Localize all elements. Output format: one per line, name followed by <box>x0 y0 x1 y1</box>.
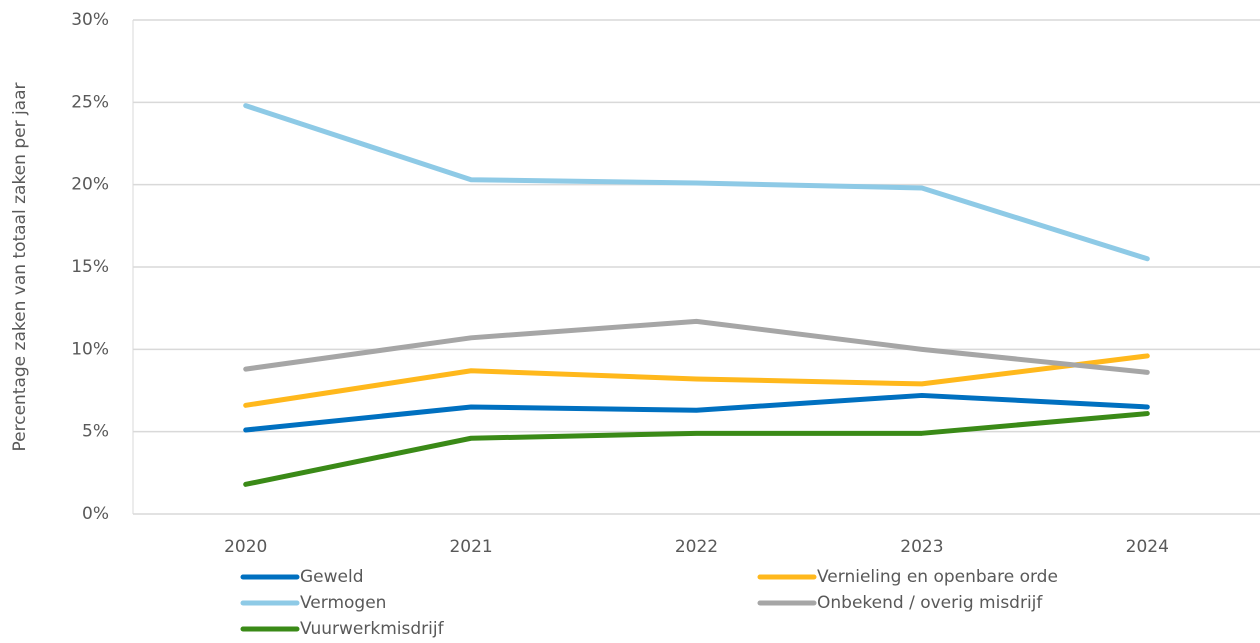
legend-label: Onbekend / overig misdrijf <box>817 593 1043 613</box>
y-axis-label: Percentage zaken van totaal zaken per ja… <box>10 82 30 451</box>
x-tick-label: 2023 <box>900 537 943 557</box>
x-tick-label: 2024 <box>1126 537 1169 557</box>
series-line <box>243 392 1150 433</box>
y-tick-label: 20% <box>71 175 109 195</box>
legend-label: Vuurwerkmisdrijf <box>300 619 445 639</box>
y-tick-label: 25% <box>71 92 109 112</box>
y-tick-label: 15% <box>71 257 109 277</box>
x-tick-label: 2022 <box>675 537 718 557</box>
series-line <box>243 411 1150 487</box>
x-tick-label: 2021 <box>449 537 492 557</box>
legend-label: Geweld <box>300 567 364 587</box>
y-tick-label: 30% <box>71 10 109 30</box>
x-tick-label: 2020 <box>224 537 267 557</box>
series-line <box>243 318 1150 375</box>
legend-label: Vermogen <box>300 593 386 613</box>
y-tick-label: 5% <box>82 422 109 442</box>
series-line <box>243 353 1150 408</box>
legend-label: Vernieling en openbare orde <box>817 567 1058 587</box>
series-line <box>243 103 1150 262</box>
y-tick-label: 0% <box>82 504 109 524</box>
y-tick-label: 10% <box>71 339 109 359</box>
